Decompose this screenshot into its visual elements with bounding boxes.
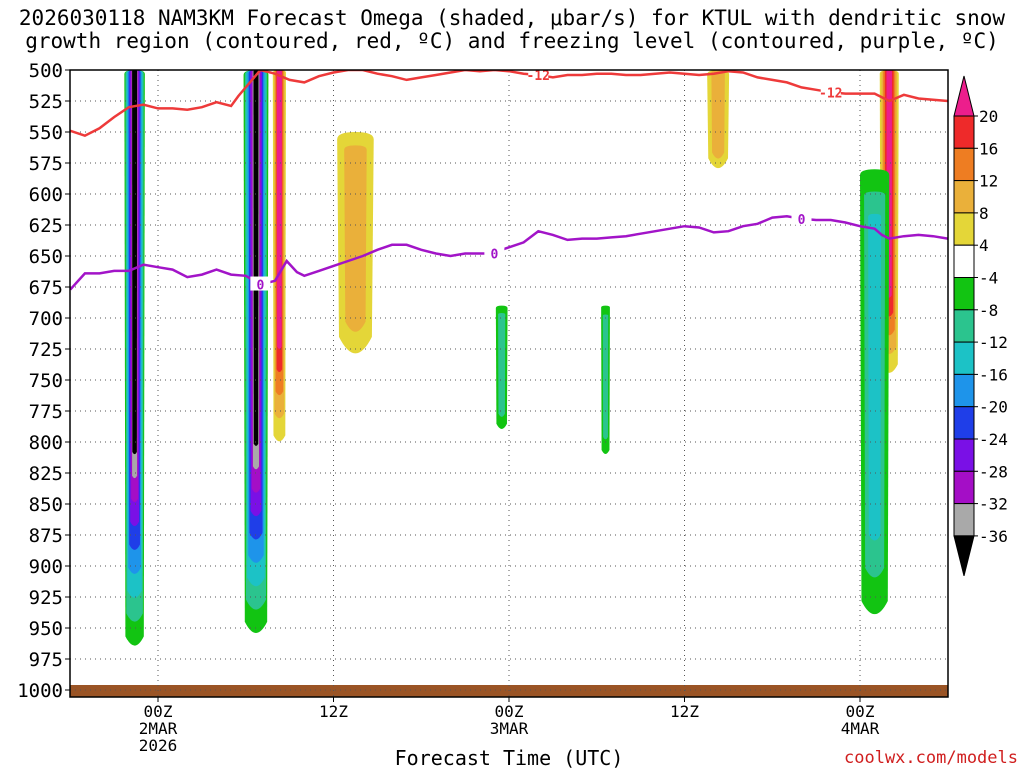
y-tick-label: 900 [29, 556, 63, 578]
colorbar-swatch [953, 470, 975, 505]
omega-shade-level [498, 313, 506, 417]
y-tick-label: 700 [29, 308, 63, 330]
y-tick-label: 825 [29, 463, 63, 485]
colorbar-swatch [953, 277, 975, 311]
omega-shade-level [602, 314, 609, 440]
y-tick-label: 525 [29, 91, 63, 113]
chart-title-line-1: 2026030118 NAM3KM Forecast Omega (shaded… [18, 6, 1006, 30]
colorbar-tick-label: 8 [979, 204, 989, 223]
omega-region [272, 70, 286, 442]
colorbar-tick-label: -32 [979, 495, 1008, 514]
omega-region [124, 70, 145, 646]
colorbar-top-arrow [953, 75, 975, 117]
y-tick-label: 675 [29, 277, 63, 299]
colorbar-tick-label: -36 [979, 527, 1008, 546]
colorbar-tick-label: -12 [979, 333, 1008, 352]
contour-label: -12 [527, 69, 550, 84]
y-tick-label: 950 [29, 618, 63, 640]
contour-label-bg [528, 70, 549, 81]
colorbar-swatch [953, 503, 975, 537]
colorbar-swatch [953, 244, 975, 278]
contour-label: 0 [490, 248, 498, 263]
colorbar-tick-label: -20 [979, 398, 1008, 417]
y-tick-label: 925 [29, 587, 63, 609]
colorbar-tick-label: -16 [979, 365, 1008, 384]
colorbar-swatch [953, 341, 975, 375]
x-tick-label: 12Z [670, 702, 699, 721]
x-tick-label: 00Z [846, 702, 875, 721]
x-tick-label: 3MAR [490, 719, 529, 738]
site-credit[interactable]: coolwx.com/models [844, 748, 1018, 768]
y-tick-label: 800 [29, 432, 63, 454]
contour-label-bg [791, 210, 812, 225]
contour-label-bg [484, 245, 505, 260]
x-axis-label: Forecast Time (UTC) [395, 746, 624, 768]
omega-region [243, 70, 269, 633]
y-tick-label: 750 [29, 370, 63, 392]
omega-shade-level [711, 70, 725, 159]
y-tick-label: 500 [29, 60, 63, 82]
y-tick-label: 600 [29, 184, 63, 206]
y-tick-label: 725 [29, 339, 63, 361]
y-tick-label: 875 [29, 525, 63, 547]
y-tick-label: 850 [29, 494, 63, 516]
colorbar-swatch [953, 438, 975, 472]
x-tick-label: 2MAR [139, 719, 178, 738]
colorbar-swatch [953, 115, 975, 149]
omega-shade-level [132, 70, 138, 455]
x-tick-label: 12Z [319, 702, 348, 721]
y-tick-label: 975 [29, 649, 63, 671]
contour-label: 0 [256, 279, 264, 294]
colorbar-tick-label: -4 [979, 269, 998, 288]
x-tick-label: 00Z [495, 702, 524, 721]
omega-shade-level [276, 70, 282, 349]
y-tick-label: 650 [29, 246, 63, 268]
colorbar-swatch [953, 373, 975, 408]
colorbar-swatch [953, 180, 975, 214]
colorbar-tick-label: 16 [979, 139, 998, 158]
x-tick-label: 2026 [139, 736, 178, 755]
omega-region [495, 305, 508, 430]
y-tick-label: 550 [29, 122, 63, 144]
colorbar-tick-label: 4 [979, 236, 989, 255]
colorbar-bottom-arrow [953, 535, 975, 577]
y-tick-label: 625 [29, 215, 63, 237]
contour-label: -12 [819, 86, 842, 101]
omega-shade-level [868, 213, 882, 541]
colorbar-tick-label: 12 [979, 172, 998, 191]
y-tick-label: 775 [29, 401, 63, 423]
colorbar-swatch [953, 309, 975, 343]
contour-label: 0 [798, 213, 806, 228]
plot-area [70, 70, 948, 697]
x-tick-label: 4MAR [841, 719, 880, 738]
colorbar-swatch [953, 147, 975, 182]
colorbar-swatch [953, 212, 975, 246]
colorbar-swatch [953, 406, 975, 440]
omega-region [337, 132, 374, 354]
y-tick-label: 1000 [17, 680, 63, 702]
colorbar-tick-label: 20 [979, 107, 998, 126]
colorbar-tick-label: -28 [979, 462, 1008, 481]
contour-label-bg [250, 276, 271, 291]
contour-label-bg [820, 84, 841, 99]
omega-shade-level [253, 70, 259, 446]
chart-title-line-2: growth region (contoured, red, ºC) and f… [25, 29, 999, 53]
omega-region [860, 169, 890, 615]
y-tick-label: 575 [29, 153, 63, 175]
colorbar-tick-label: -8 [979, 301, 998, 320]
x-tick-label: 00Z [144, 702, 173, 721]
omega-region [707, 70, 730, 169]
omega-shade-level [344, 145, 367, 332]
colorbar-tick-label: -24 [979, 430, 1008, 449]
